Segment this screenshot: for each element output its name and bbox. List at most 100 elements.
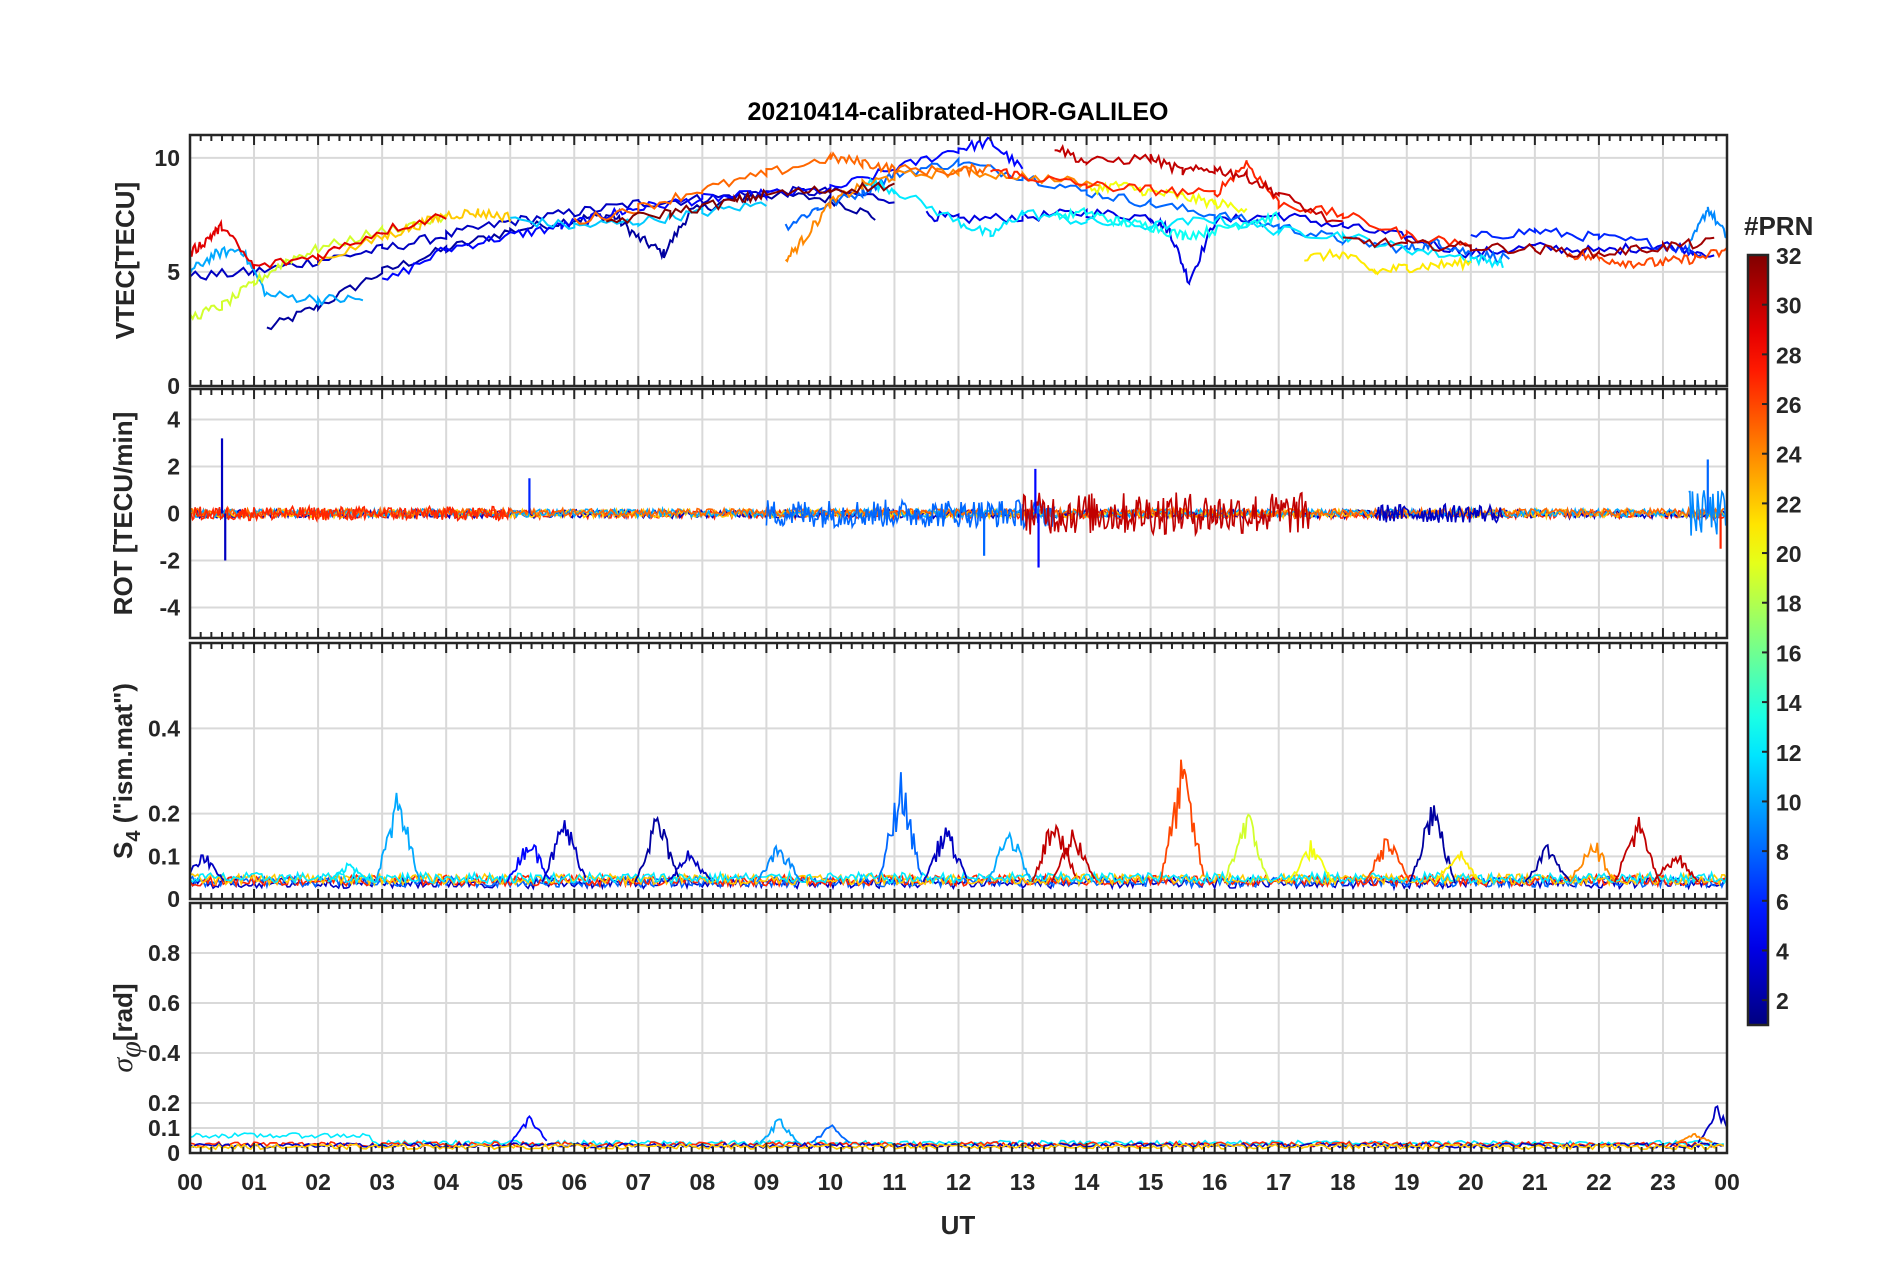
y-tick-label: 0 xyxy=(167,1140,180,1166)
s4-baseline-prn-12 xyxy=(190,869,1727,886)
s4-spike-prn-21 xyxy=(1434,850,1482,883)
s4-spike-prn-3 xyxy=(541,820,587,883)
vtec-series-prn-20 xyxy=(1085,180,1248,214)
s4-spike-prn-30 xyxy=(1614,816,1661,883)
vtec-series-prn-25 xyxy=(573,151,991,225)
s4-spike-prn-3 xyxy=(190,854,225,881)
s4-spike-prn-10 xyxy=(374,792,422,883)
y-label-main: σ xyxy=(106,1057,139,1073)
sigma-spike-prn-8 xyxy=(810,1124,851,1144)
s4-spike-prn-8 xyxy=(877,772,923,883)
y-tick-label: 10 xyxy=(154,145,180,171)
y-tick-label: 0.2 xyxy=(148,801,180,827)
s4-spike-prn-30 xyxy=(1031,823,1077,883)
sigma-spike-prn-3 xyxy=(1697,1105,1727,1144)
panel-frame-s4 xyxy=(188,641,1729,901)
colorbar-tick-label: 8 xyxy=(1776,839,1789,865)
x-tick-label: 23 xyxy=(1650,1169,1676,1195)
rot-noise-prn-8 xyxy=(765,497,1056,531)
y-label-rest: [rad] xyxy=(108,983,138,1041)
x-tick-label: 15 xyxy=(1138,1169,1164,1195)
x-tick-label: 11 xyxy=(882,1169,907,1195)
vtec-series-prn-13 xyxy=(1053,206,1280,242)
x-tick-label: 03 xyxy=(369,1169,395,1195)
panel-data-vtec xyxy=(190,136,1727,331)
vtec-series-prn-12 xyxy=(862,177,1504,269)
colorbar-tick-label: 10 xyxy=(1776,789,1802,815)
y-axis-label-sigma: σφ[rad] xyxy=(106,983,147,1072)
colorbar-tick-label: 16 xyxy=(1776,640,1802,666)
x-axis-label: UT xyxy=(941,1210,976,1240)
s4-spike-prn-26 xyxy=(1364,838,1411,883)
s4-spike-prn-10 xyxy=(986,830,1032,883)
x-tick-label: 12 xyxy=(946,1169,972,1195)
vtec-series-prn-11 xyxy=(510,201,767,230)
rot-noise-prn-27 xyxy=(190,503,511,524)
x-tick-label: 18 xyxy=(1330,1169,1356,1195)
panel-rot: -4 -2 0 2 4 ROT [TECU/min] xyxy=(108,387,1729,640)
rot-noise-prn-9 xyxy=(1688,489,1727,536)
vtec-series-prn-6 xyxy=(1470,227,1702,258)
s4-baseline-prn-22 xyxy=(190,871,1727,888)
colorbar-tick-label: 30 xyxy=(1776,293,1802,319)
colorbar-tick-label: 4 xyxy=(1776,938,1789,964)
colorbar-tick-label: 12 xyxy=(1776,740,1802,766)
rot-noise-prn-3 xyxy=(1374,502,1504,524)
y-tick-label: 0.1 xyxy=(148,1115,180,1141)
s4-spike-prn-20 xyxy=(1287,840,1334,883)
colorbar-tick-label: 32 xyxy=(1776,243,1802,269)
x-tick-label: 14 xyxy=(1074,1169,1100,1195)
vtec-series-prn-3 xyxy=(190,185,895,281)
vtec-series-prn-27 xyxy=(990,160,1472,249)
vtec-series-prn-22 xyxy=(317,207,512,266)
x-tick-label: 16 xyxy=(1202,1169,1228,1195)
chart-title: 20210414-calibrated-HOR-GALILEO xyxy=(748,98,1169,126)
panel-data-s4 xyxy=(190,759,1727,892)
vtec-series-prn-9 xyxy=(1687,206,1727,252)
vtec-series-prn-29 xyxy=(190,213,447,270)
s4-spike-prn-12 xyxy=(327,862,374,883)
y-axis-label-rot: ROT [TECU/min] xyxy=(108,412,138,616)
s4-spike-prn-30 xyxy=(1050,829,1096,883)
y-label-subscript: φ xyxy=(114,1041,147,1058)
x-tick-label: 00 xyxy=(177,1169,203,1195)
colorbar-tick-label: 14 xyxy=(1776,690,1802,716)
y-axis-label-s4: S4 ("ism.mat") xyxy=(108,683,145,859)
y-tick-label: -2 xyxy=(160,547,180,573)
x-tick-label: 05 xyxy=(497,1169,523,1195)
y-tick-label: 2 xyxy=(167,454,180,480)
colorbar-frame xyxy=(1746,253,1770,1027)
y-tick-label: 0 xyxy=(167,886,180,912)
y-tick-label: 0 xyxy=(167,373,180,399)
vtec-series-prn-32 xyxy=(605,181,895,225)
vtec-series-prn-26 xyxy=(1566,246,1727,270)
y-tick-label: 0.4 xyxy=(148,715,180,741)
colorbar-label: #PRN xyxy=(1744,211,1813,241)
x-tick-label: 06 xyxy=(561,1169,587,1195)
y-tick-label: 0.2 xyxy=(148,1090,180,1116)
s4-spike-prn-2 xyxy=(634,815,680,883)
s4-spike-prn-24 xyxy=(1569,842,1616,883)
sigma-spike-prn-24 xyxy=(1675,1132,1713,1144)
colorbar-tick-label: 28 xyxy=(1776,342,1802,368)
y-axis-label-vtec: VTEC[TECU] xyxy=(110,182,140,339)
colorbar-tick-label: 20 xyxy=(1776,541,1802,567)
vtec-series-prn-30 xyxy=(1054,143,1343,223)
x-tick-label: 10 xyxy=(818,1169,844,1195)
y-label-rest: ("ism.mat") xyxy=(108,683,138,830)
s4-spike-prn-26 xyxy=(1159,759,1205,883)
colorbar-tick-label: 18 xyxy=(1776,591,1802,617)
x-tick-label: 21 xyxy=(1522,1169,1548,1195)
s4-spike-prn-2 xyxy=(1409,805,1456,883)
s4-spike-prn-2 xyxy=(1524,843,1571,883)
colorbar-fill xyxy=(1748,255,1768,1025)
x-tick-label: 13 xyxy=(1010,1169,1036,1195)
y-tick-label: -4 xyxy=(160,594,181,620)
x-tick-label: 17 xyxy=(1266,1169,1292,1195)
x-tick-label: 02 xyxy=(305,1169,331,1195)
panel-frame-rot xyxy=(188,387,1729,640)
vtec-series-prn-19 xyxy=(190,212,448,321)
colorbar-tick-label: 6 xyxy=(1776,889,1789,915)
